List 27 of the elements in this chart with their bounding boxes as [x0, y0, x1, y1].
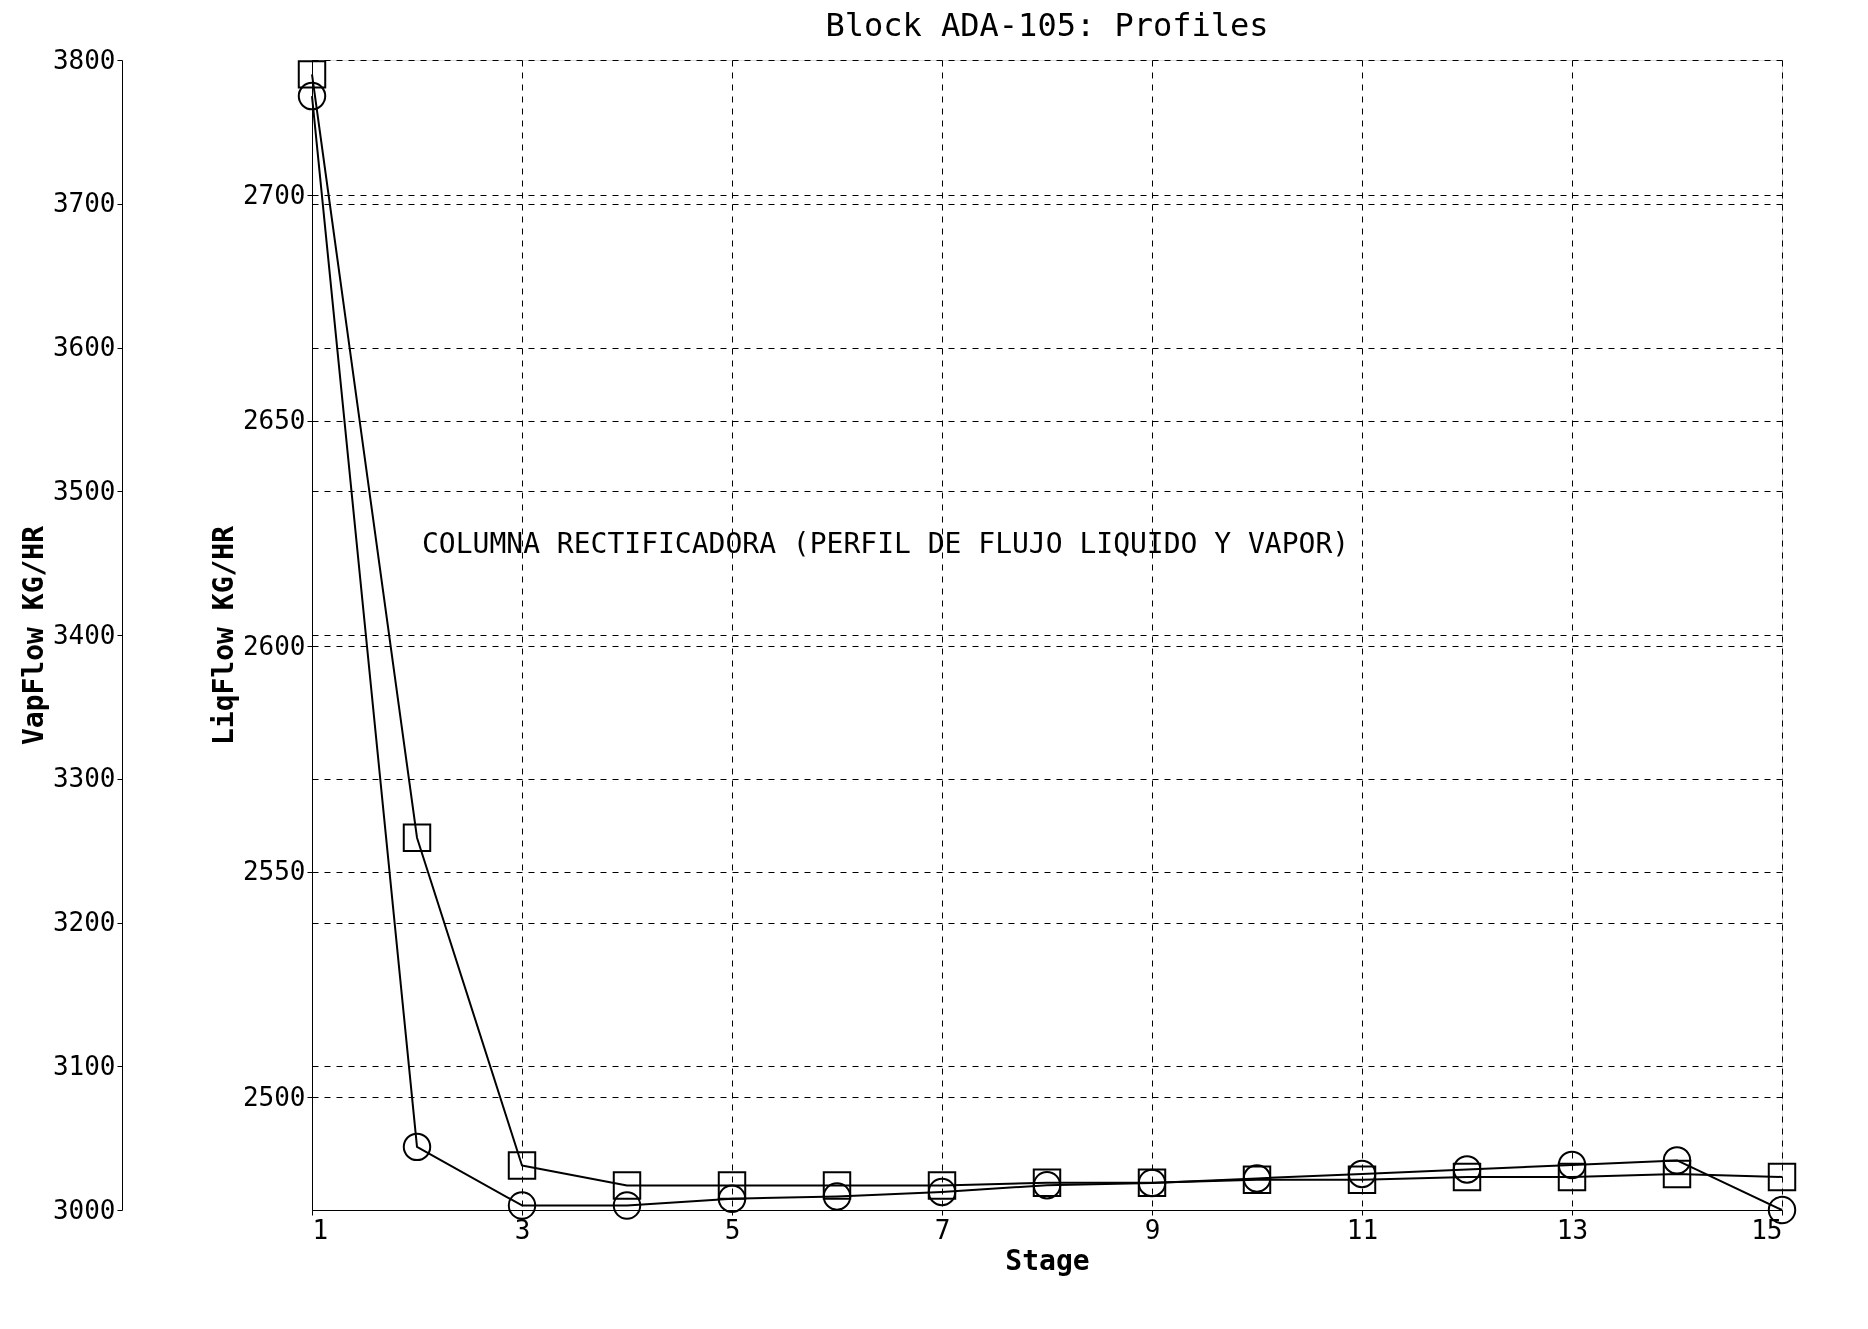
- x-tick-label: 7: [934, 1214, 951, 1245]
- annotation: COLUMNA RECTIFICADORA (PERFIL DE FLUJO LIQUIDO Y VAPOR): [422, 527, 1350, 560]
- y-tick-label: 2500: [242, 1081, 306, 1112]
- y2-tick-label: 3400: [52, 619, 116, 650]
- x-axis-title: Stage: [1005, 1243, 1090, 1277]
- y-tick-label: 2700: [242, 179, 306, 210]
- y-tick-label: 2600: [242, 630, 306, 661]
- y2-axis-title: VapFlow KG/HR: [16, 525, 50, 746]
- y-tick-label: 2650: [242, 405, 306, 436]
- y2-tick-label: 3000: [52, 1194, 116, 1225]
- x-tick-label: 13: [1556, 1214, 1589, 1245]
- x-tick-label: 11: [1346, 1214, 1379, 1245]
- y-axis-title: LiqFlow KG/HR: [206, 525, 240, 746]
- y2-tick-label: 3200: [52, 907, 116, 937]
- y2-tick-label: 3100: [52, 1050, 116, 1081]
- y2-tick-label: 3300: [52, 763, 116, 794]
- y2-tick-label: 3800: [52, 44, 116, 75]
- y2-tick-label: 3700: [52, 188, 116, 219]
- x-tick-label: 5: [724, 1214, 741, 1245]
- y2-tick-label: 3600: [52, 332, 116, 362]
- chart-title: Block ADA-105: Profiles: [825, 6, 1269, 44]
- x-tick-label: 15: [1751, 1214, 1783, 1245]
- x-tick-label: 1: [312, 1214, 329, 1245]
- y-tick-label: 2550: [242, 856, 306, 887]
- x-tick-label: 3: [514, 1214, 531, 1245]
- x-tick-label: 9: [1144, 1214, 1161, 1245]
- y2-tick-label: 3500: [52, 475, 116, 506]
